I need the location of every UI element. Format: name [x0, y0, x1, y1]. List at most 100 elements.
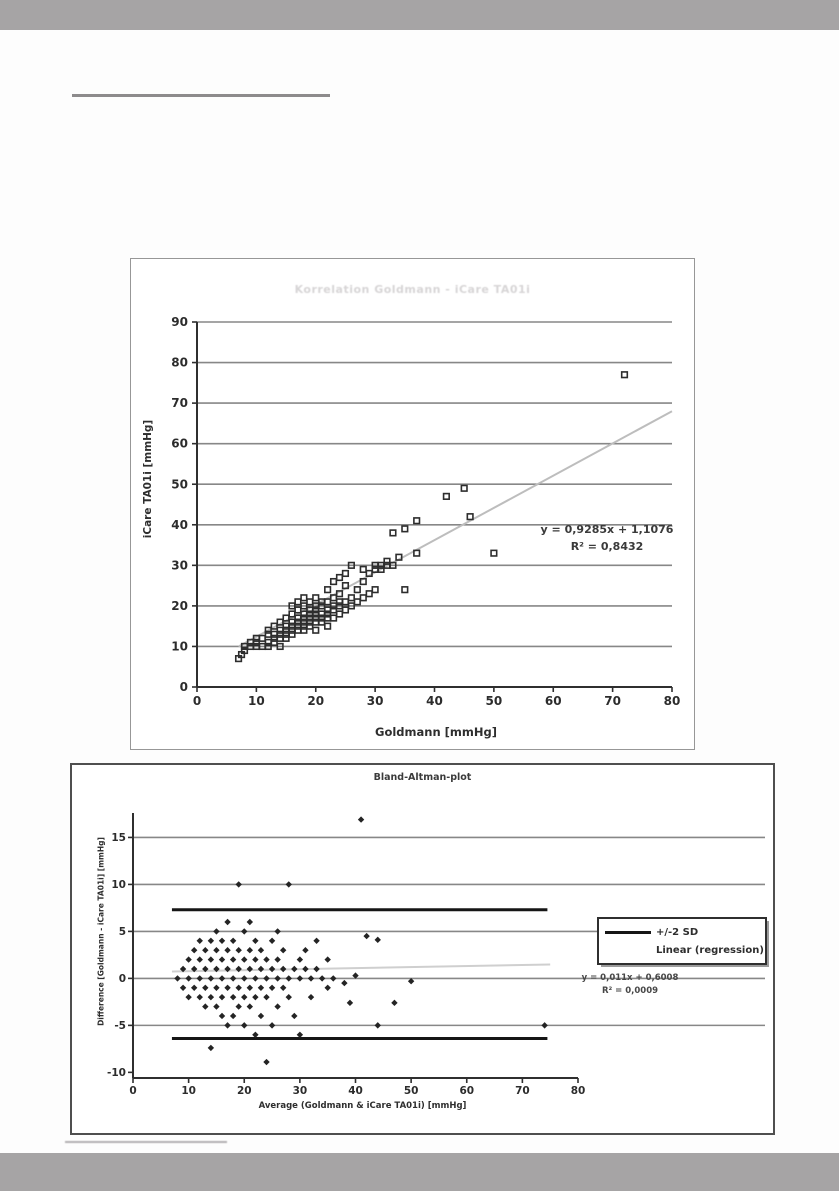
- scatter-point: [218, 937, 226, 945]
- x-tick-label: 0: [129, 1085, 136, 1097]
- scatter-point: [291, 965, 298, 973]
- scatter-point: [270, 638, 278, 646]
- scatter-point: [401, 586, 409, 594]
- scatter-point: [335, 573, 344, 582]
- scatter-point: [196, 993, 203, 1001]
- scatter-point: [229, 1012, 237, 1020]
- scatter-point: [324, 598, 332, 606]
- scatter-point: [274, 975, 281, 982]
- scatter-point: [294, 606, 302, 614]
- scatter-point: [324, 956, 331, 963]
- scatter-point: [207, 1044, 215, 1052]
- scatter-point: [229, 937, 237, 945]
- scatter-point: [218, 1012, 226, 1020]
- scatter-point: [224, 946, 231, 954]
- scatter-point: [460, 484, 468, 492]
- scatter-point: [324, 622, 332, 630]
- scatter-point: [218, 956, 226, 963]
- scatter-point: [213, 946, 220, 954]
- scatter-point: [296, 1031, 304, 1038]
- scatter-point: [202, 984, 209, 991]
- scatter-point: [371, 586, 379, 594]
- scatter-point: [252, 638, 260, 646]
- scatter-point: [241, 956, 248, 963]
- scatter-point: [268, 1022, 276, 1029]
- scatter-point: [202, 965, 209, 973]
- scatter-point: [365, 590, 373, 598]
- scatter-point: [246, 965, 254, 973]
- scatter-point: [307, 975, 315, 982]
- y-tick-label: 90: [171, 315, 188, 329]
- correlation-equation-line: y = 0,9285x + 1,1076: [540, 523, 674, 536]
- scatter-point: [395, 553, 403, 561]
- scatter-point: [352, 972, 359, 979]
- scatter-point: [312, 594, 320, 602]
- scatter-point: [335, 590, 344, 598]
- scan-bottom-bar: [0, 1153, 839, 1191]
- bland-altman-chart: 0 10 20 30 40 50 60 70 80 15 10 5 0 -5 -10 Bland-Altma…: [70, 763, 775, 1135]
- scatter-point: [620, 371, 629, 379]
- scatter-point: [341, 979, 348, 987]
- bland-altman-y-axis-label: Difference [Goldmann - iCare TA01i] [mmH…: [96, 837, 106, 1026]
- scatter-point: [235, 946, 242, 954]
- y-tick-label: 40: [171, 518, 188, 532]
- scatter-point: [357, 816, 365, 823]
- scatter-point: [285, 881, 292, 888]
- scatter-point: [359, 577, 367, 586]
- y-tick-label: 60: [171, 437, 188, 451]
- scatter-point: [240, 646, 249, 655]
- scatter-point: [442, 492, 450, 500]
- scatter-point: [268, 937, 276, 945]
- y-tick-label: 0: [180, 680, 188, 694]
- scatter-point: [466, 513, 474, 521]
- x-tick-label: 50: [486, 694, 503, 708]
- scatter-point: [268, 965, 276, 973]
- scatter-point: [263, 993, 270, 1001]
- scatter-point: [185, 993, 192, 1001]
- scatter-point: [329, 606, 338, 614]
- scan-top-bar: [0, 0, 839, 30]
- x-tick-label: 20: [307, 694, 324, 708]
- y-tick-label: 50: [171, 477, 188, 491]
- scatter-point: [359, 594, 367, 602]
- scatter-point: [353, 586, 361, 594]
- scatter-point: [224, 965, 231, 973]
- scatter-point: [288, 602, 296, 610]
- scatter-point: [383, 557, 391, 565]
- scatter-point: [235, 965, 242, 973]
- scatter-point: [257, 965, 265, 973]
- scatter-point: [312, 606, 320, 614]
- scatter-point: [179, 965, 187, 973]
- y-tick-label: 10: [171, 640, 188, 654]
- scatter-point: [341, 582, 350, 590]
- scatter-point: [302, 946, 309, 954]
- scatter-point: [363, 932, 370, 940]
- x-tick-label: 10: [181, 1085, 196, 1097]
- scatter-point: [213, 1003, 220, 1010]
- scatter-point: [324, 586, 332, 594]
- y-tick-label: 20: [171, 599, 188, 613]
- scatter-point: [264, 642, 272, 651]
- y-tick-label: -5: [114, 1020, 126, 1032]
- scatter-point: [302, 965, 309, 973]
- correlation-plot-canvas: 0 10 20 30 40 50 60 70 80 0 10 20 30 40 50 60 70 80 90: [171, 315, 680, 708]
- y-tick-label: 70: [171, 396, 188, 410]
- scatter-point: [313, 965, 320, 973]
- scatter-point: [252, 975, 259, 982]
- scatter-point: [276, 618, 284, 626]
- correlation-r-squared: R² = 0,8432: [570, 539, 644, 553]
- x-tick-label: 40: [426, 694, 443, 708]
- scatter-point: [185, 975, 192, 982]
- scatter-point: [318, 618, 326, 626]
- scatter-point: [252, 1031, 259, 1038]
- bland-altman-equation: y = 0,011x + 0,6008 R² = 0,0009: [550, 972, 710, 998]
- legend-item-2sd: +/-2 SD: [605, 923, 765, 941]
- scatter-point: [312, 626, 320, 634]
- scatter-point: [224, 984, 231, 991]
- scatter-point: [241, 1022, 248, 1029]
- scatter-point: [359, 565, 367, 573]
- scatter-point: [285, 993, 292, 1001]
- scatter-point: [347, 602, 355, 610]
- scatter-point: [213, 984, 220, 991]
- scatter-point: [190, 965, 198, 973]
